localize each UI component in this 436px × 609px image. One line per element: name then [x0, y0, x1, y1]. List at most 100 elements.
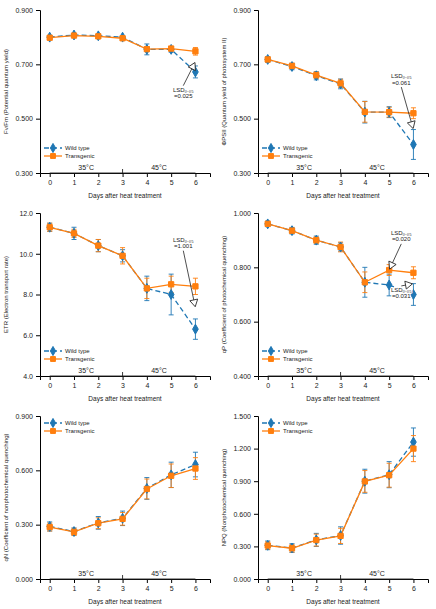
- data-point: [47, 225, 52, 230]
- data-point: [362, 479, 367, 484]
- x-tick-mark: [171, 376, 172, 380]
- error-bar: [169, 47, 174, 52]
- x-tick-mark: [123, 579, 124, 583]
- error-bar: [120, 511, 125, 525]
- y-tick-mark: [36, 119, 40, 120]
- annotation-line: LSD₀.₀₅: [391, 230, 412, 236]
- data-point: [144, 44, 150, 54]
- legend: Wild typeTransgenic: [44, 143, 94, 159]
- data-point: [47, 524, 52, 529]
- legend-label: Wild type: [65, 145, 90, 151]
- x-tick-mark: [195, 579, 196, 583]
- legend-swatch-marker: [268, 143, 273, 152]
- x-axis-title: Days after heat treatment: [88, 395, 162, 403]
- region-label: 45°C: [369, 164, 385, 171]
- regions: 35°C45°C: [50, 367, 196, 376]
- x-tick-mark: [316, 173, 317, 177]
- data-point: [95, 31, 101, 41]
- legend-label: Transgenic: [283, 428, 312, 434]
- x-tick-label: 3: [339, 382, 343, 389]
- y-tick: 1.200: [233, 445, 258, 452]
- y-tick-label: 0.500: [233, 115, 251, 122]
- legend-item: Wild type: [262, 346, 308, 355]
- error-bar: [290, 544, 295, 553]
- data-point: [313, 71, 319, 81]
- x-tick-mark: [292, 579, 293, 583]
- x-tick: 2: [97, 376, 101, 389]
- error-bar: [362, 102, 367, 123]
- x-tick-mark: [74, 376, 75, 380]
- y-tick-mark: [36, 470, 40, 471]
- y-axis-line: [36, 417, 41, 580]
- x-tick-label: 5: [170, 382, 174, 389]
- markers-layer: [47, 30, 198, 77]
- x-tick-mark: [98, 376, 99, 380]
- y-tick-mark: [36, 213, 40, 214]
- error-bar: [314, 237, 319, 244]
- annotation-line: =0.061: [392, 80, 411, 86]
- data-point: [168, 473, 173, 478]
- legend-label: Wild type: [65, 348, 90, 354]
- data-point: [314, 238, 319, 243]
- region-line: [341, 173, 414, 174]
- data-point: [338, 242, 344, 252]
- regions: 35°C45°C: [268, 367, 414, 376]
- y-tick-label: 1.500: [233, 413, 251, 420]
- y-tick: 1.500: [233, 413, 258, 420]
- x-tick: 1: [73, 376, 77, 389]
- y-axis-title: qN (Coefficient of nonphotochemical quen…: [3, 434, 9, 562]
- data-point: [362, 476, 368, 486]
- y-axis: 0.4000.6000.8001.000: [233, 210, 258, 380]
- legend-swatch-marker: [51, 154, 56, 159]
- x-axis: 0123456: [259, 579, 429, 592]
- y-tick: 4.0: [23, 373, 40, 380]
- x-tick-label: 4: [145, 179, 149, 186]
- x-tick-mark: [50, 579, 51, 583]
- data-point: [411, 446, 416, 451]
- legend-item: Wild type: [44, 346, 90, 355]
- x-tick-label: 3: [121, 179, 125, 186]
- lines-layer: [265, 57, 416, 160]
- x-tick: 5: [170, 376, 174, 389]
- legend-label: Transgenic: [283, 153, 312, 159]
- x-tick-label: 1: [73, 382, 77, 389]
- x-tick-mark: [50, 376, 51, 380]
- x-tick: 1: [291, 376, 295, 389]
- data-point: [338, 81, 343, 86]
- y-tick: 0.700: [233, 61, 258, 68]
- x-tick-label: 6: [412, 585, 416, 592]
- y-axis-line: [254, 11, 259, 174]
- legend-swatch-marker: [50, 418, 55, 427]
- error-bar: [338, 79, 343, 87]
- error-bar: [387, 107, 392, 118]
- x-tick-mark: [74, 579, 75, 583]
- error-bar: [193, 319, 198, 339]
- data-point: [411, 140, 417, 150]
- error-bar: [411, 284, 416, 306]
- x-tick: 4: [145, 173, 149, 186]
- x-tick-label: 5: [388, 382, 392, 389]
- x-axis: 0123456: [41, 376, 211, 389]
- data-point: [193, 67, 199, 77]
- y-tick: 12.0: [19, 210, 40, 217]
- error-bar: [193, 278, 198, 294]
- series-line: [50, 35, 196, 72]
- data-point: [120, 32, 126, 42]
- y-tick-label: 0.900: [233, 478, 251, 485]
- x-tick: 0: [48, 376, 52, 389]
- y-axis-title: ETR (Electron transport rate): [3, 256, 9, 333]
- legend-swatch-marker: [268, 346, 273, 355]
- legend-label: Transgenic: [65, 356, 94, 362]
- chart-svg: 01234560.3000.5000.7000.900Days after he…: [0, 0, 436, 609]
- error-bar: [120, 250, 125, 262]
- data-point: [47, 522, 53, 532]
- x-tick-label: 1: [291, 382, 295, 389]
- region-line: [50, 579, 123, 580]
- y-tick: 0.500: [233, 115, 258, 122]
- y-tick: 0.500: [15, 115, 40, 122]
- y-tick: 0.900: [15, 7, 40, 14]
- y-tick-mark: [254, 416, 258, 417]
- x-tick-mark: [50, 173, 51, 177]
- x-tick: 2: [315, 173, 319, 186]
- markers-layer: [265, 219, 416, 299]
